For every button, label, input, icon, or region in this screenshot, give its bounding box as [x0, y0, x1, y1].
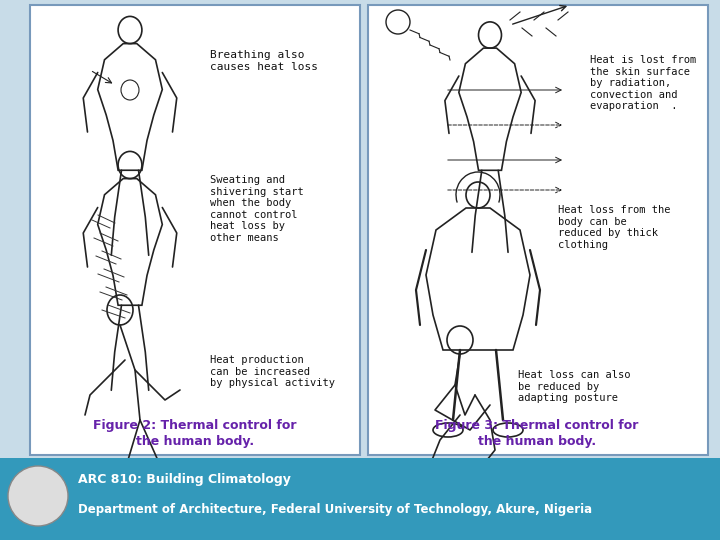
Text: Heat loss from the
body can be
reduced by thick
clothing: Heat loss from the body can be reduced b…	[558, 205, 670, 250]
Text: Heat is lost from
the skin surface
by radiation,
convection and
evaporation  .: Heat is lost from the skin surface by ra…	[590, 55, 696, 111]
Bar	[368, 5, 708, 455]
Text: Figure 3: Thermal control for: Figure 3: Thermal control for	[436, 418, 639, 431]
Bar	[30, 5, 360, 455]
Bar	[0, 458, 720, 540]
Text: Heat production
can be increased
by physical activity: Heat production can be increased by phys…	[210, 355, 335, 388]
Text: Figure 2: Thermal control for: Figure 2: Thermal control for	[94, 418, 297, 431]
Text: Sweating and
shivering start
when the body
cannot control
heat loss by
other mea: Sweating and shivering start when the bo…	[210, 175, 304, 243]
Text: the human body.: the human body.	[136, 435, 254, 449]
Circle shape	[8, 466, 68, 526]
Text: Department of Architecture, Federal University of Technology, Akure, Nigeria: Department of Architecture, Federal Univ…	[78, 503, 592, 516]
Text: Heat loss can also
be reduced by
adapting posture: Heat loss can also be reduced by adaptin…	[518, 370, 631, 403]
Text: Breathing also
causes heat loss: Breathing also causes heat loss	[210, 50, 318, 72]
Text: the human body.: the human body.	[478, 435, 596, 449]
Text: ARC 810: Building Climatology: ARC 810: Building Climatology	[78, 474, 291, 487]
